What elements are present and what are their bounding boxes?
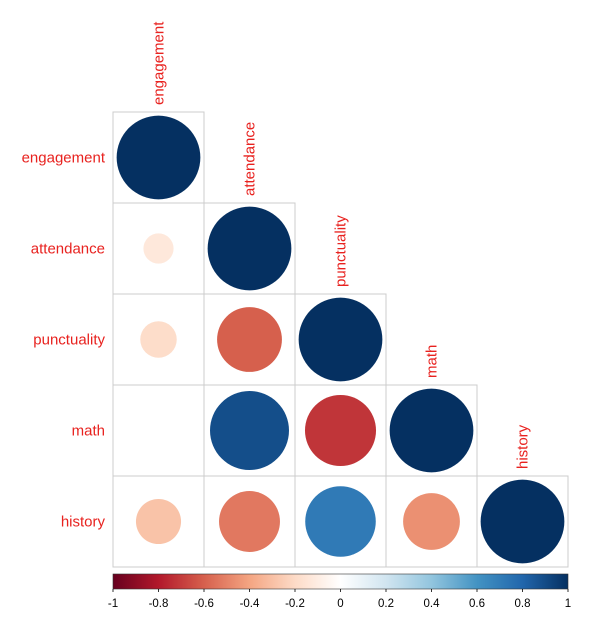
column-label-punctuality: punctuality xyxy=(333,215,350,287)
row-label-math: math xyxy=(72,423,105,440)
colorbar-tick-label: -0.4 xyxy=(240,598,260,610)
colorbar-tick-label: 0.6 xyxy=(469,598,485,610)
column-label-math: math xyxy=(424,345,441,378)
correlation-circle-math-math xyxy=(389,388,474,473)
colorbar-gradient xyxy=(112,573,569,590)
column-label-attendance: attendance xyxy=(242,122,259,196)
colorbar-tick-label: -0.2 xyxy=(285,598,305,610)
correlation-circle-punctuality-punctuality xyxy=(298,297,383,382)
colorbar-tick-label: 0.8 xyxy=(515,598,531,610)
correlation-circle-attendance-attendance xyxy=(207,206,292,291)
correlation-circle-math-punctuality xyxy=(304,394,377,467)
column-labels: engagement attendance punctuality math histo… xyxy=(151,21,532,469)
colorbar-tick-label: 0 xyxy=(337,598,343,610)
correlation-circle-history-math xyxy=(403,493,460,550)
column-label-history: history xyxy=(515,424,532,469)
correlation-circle-math-attendance xyxy=(210,391,289,470)
row-labels: engagement attendance punctuality math histo… xyxy=(22,150,106,531)
grid-cell xyxy=(385,475,478,568)
row-label-punctuality: punctuality xyxy=(33,332,105,349)
colorbar-ticks: -1 -0.8 -0.6 -0.4 -0.2 0 0.2 0.4 0.6 0.8 1 xyxy=(108,589,571,610)
row-label-history: history xyxy=(61,514,106,531)
colorbar-tick-label: 1 xyxy=(565,598,571,610)
correlation-circle-engagement-engagement xyxy=(116,115,201,200)
colorbar-tick-label: 0.4 xyxy=(424,598,441,610)
colorbar: -1 -0.8 -0.6 -0.4 -0.2 0 0.2 0.4 0.6 0.8 1 xyxy=(108,573,571,610)
colorbar-tick-label: -1 xyxy=(108,598,118,610)
colorbar-tick-label: -0.6 xyxy=(194,598,214,610)
row-label-attendance: attendance xyxy=(31,241,105,258)
correlation-circles xyxy=(116,115,565,564)
correlation-circle-history-attendance xyxy=(219,491,280,552)
correlation-circle-punctuality-engagement xyxy=(140,321,177,358)
grid-cell xyxy=(112,384,205,477)
correlation-circle-attendance-engagement xyxy=(143,233,174,264)
correlation-circle-history-punctuality xyxy=(305,486,376,557)
correlation-circle-history-history xyxy=(480,479,565,564)
colorbar-tick-label: -0.8 xyxy=(149,598,169,610)
colorbar-tick-label: 0.2 xyxy=(378,598,394,610)
row-label-engagement: engagement xyxy=(22,150,106,167)
correlation-circle-punctuality-attendance xyxy=(217,307,282,372)
column-label-engagement: engagement xyxy=(151,21,168,105)
correlation-circle-history-engagement xyxy=(135,498,182,545)
